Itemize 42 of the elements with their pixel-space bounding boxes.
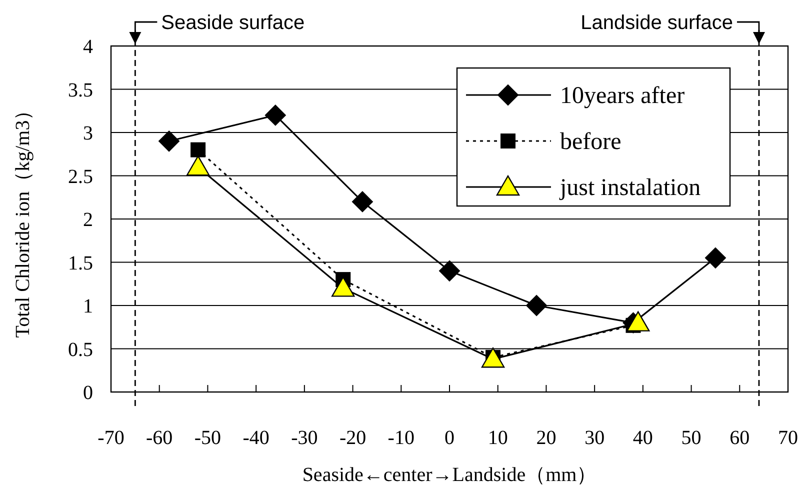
x-tick-label: 60 <box>730 427 750 449</box>
x-tick-label: -40 <box>242 427 270 449</box>
x-tick-label: 20 <box>536 427 556 449</box>
y-tick-label: 2.5 <box>68 166 93 188</box>
point <box>481 348 505 368</box>
legend-label: 10years after <box>560 83 685 109</box>
point <box>158 130 180 152</box>
y-tick-label: 3.5 <box>68 79 93 102</box>
y-tick-label: 3 <box>83 122 93 144</box>
ref-line-label: Seaside surface <box>161 12 305 34</box>
y-tick-label: 0 <box>83 382 93 404</box>
point <box>526 295 548 316</box>
x-tick-label: -10 <box>388 427 414 449</box>
point <box>704 247 726 268</box>
y-tick-label: 1.5 <box>68 252 93 274</box>
y-tick-label: 1 <box>83 296 93 318</box>
x-tick-label: -70 <box>98 427 124 449</box>
point <box>352 191 373 212</box>
ref-line-label: Landside surface <box>580 12 733 34</box>
x-tick-label: 70 <box>778 427 798 449</box>
point <box>332 276 355 297</box>
x-tick-label: 10 <box>488 427 508 449</box>
y-tick-label: 2 <box>83 209 93 231</box>
x-tick-label: -30 <box>291 427 318 449</box>
x-tick-label: 40 <box>632 427 653 449</box>
y-axis-title: Total Chloride ion（kg/m3） <box>12 100 34 338</box>
x-tick-label: -20 <box>339 427 366 449</box>
point <box>264 104 286 126</box>
x-tick-label: -60 <box>146 427 173 449</box>
x-tick-label: 30 <box>584 427 605 449</box>
point <box>190 142 206 158</box>
legend-label: just instalation <box>559 175 701 201</box>
x-tick-label: 50 <box>681 427 702 449</box>
point <box>439 260 460 282</box>
x-tick-label: -50 <box>194 427 222 449</box>
x-tick-label: 0 <box>444 427 454 449</box>
x-axis-title: Seaside←center→Landside（mm） <box>302 464 597 486</box>
y-tick-label: 0.5 <box>68 338 93 361</box>
point <box>626 311 650 332</box>
y-tick-label: 4 <box>83 36 93 58</box>
legend-label: before <box>560 129 622 155</box>
point <box>186 156 210 176</box>
